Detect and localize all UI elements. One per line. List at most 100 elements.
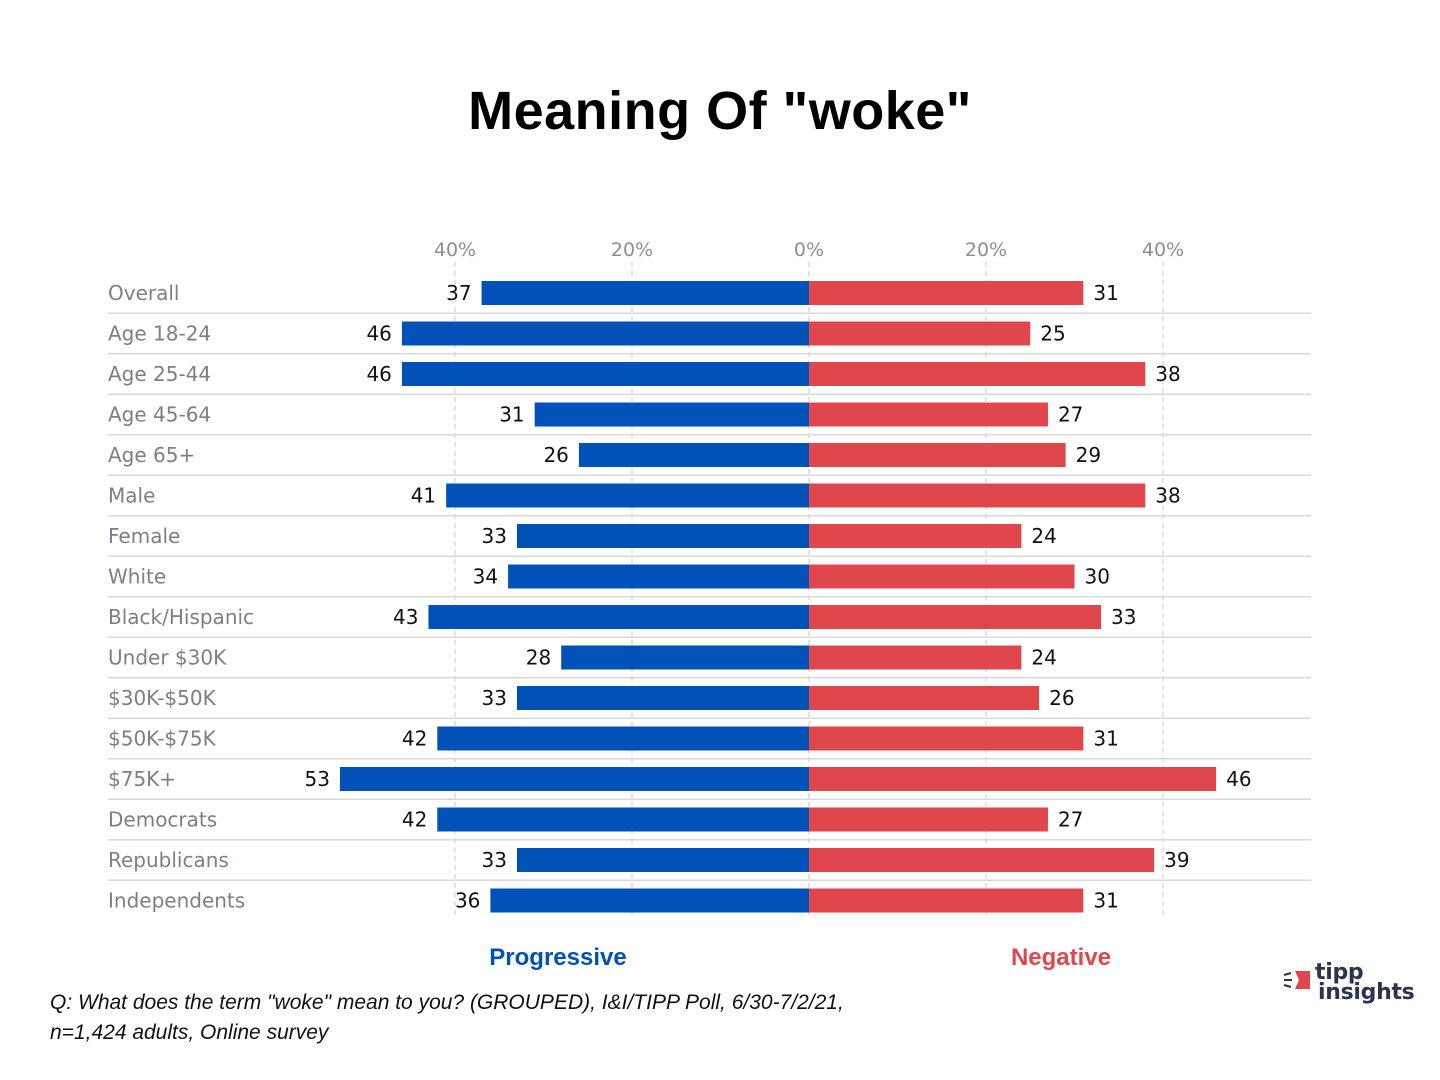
bar-progressive: [481, 281, 809, 305]
bar-progressive: [516, 848, 809, 872]
value-label-negative: 30: [1085, 565, 1110, 589]
tipp-insights-logo: tipp insights: [1283, 960, 1423, 1014]
value-label-negative: 27: [1058, 808, 1083, 832]
bar-progressive: [401, 321, 809, 346]
category-label: Age 45-64: [108, 403, 211, 427]
labels: Overall 37 31 Age 18-24 46 25 Age 25-44 46 38 Age…: [108, 281, 1252, 913]
category-label: Black/Hispanic: [108, 605, 254, 629]
category-label: Age 18-24: [108, 322, 211, 346]
logo-text-line-1: tipp: [1315, 960, 1364, 985]
bar-negative: [809, 726, 1084, 751]
category-label: Male: [108, 484, 155, 508]
logo-text: tipp insights: [1315, 960, 1415, 1005]
footnote-line-2: n=1,424 adults, Online survey: [50, 1021, 329, 1044]
bar-negative: [809, 645, 1022, 670]
bar-negative: [809, 888, 1084, 913]
bar-negative: [809, 321, 1031, 346]
bar-progressive: [401, 362, 809, 386]
bar-progressive: [534, 402, 809, 427]
value-label-progressive: 33: [481, 848, 506, 872]
value-label-negative: 24: [1031, 646, 1056, 670]
x-tick-label: 20%: [965, 239, 1007, 261]
value-label-progressive: 42: [402, 808, 427, 832]
footnote: Q: What does the term "woke" mean to you…: [50, 988, 1050, 1048]
value-label-negative: 38: [1155, 484, 1180, 508]
row-separators: [108, 312, 1311, 881]
category-label: $30K-$50K: [108, 686, 217, 710]
bar-progressive: [490, 888, 809, 913]
value-label-progressive: 46: [366, 322, 391, 346]
value-label-negative: 27: [1058, 403, 1083, 427]
category-label: Overall: [108, 281, 179, 305]
category-label: Age 65+: [108, 443, 195, 467]
chart-title: Meaning Of "woke": [468, 81, 972, 141]
value-label-negative: 24: [1031, 524, 1056, 548]
x-tick-label: 40%: [434, 239, 476, 261]
bar-negative: [809, 807, 1048, 832]
bar-negative: [809, 848, 1155, 872]
bar-negative: [809, 443, 1066, 467]
bar-negative: [809, 362, 1146, 386]
category-label: Under $30K: [108, 646, 227, 670]
category-label: Female: [108, 524, 180, 548]
bar-progressive: [508, 564, 809, 589]
value-label-negative: 31: [1093, 889, 1118, 913]
bar-negative: [809, 767, 1217, 791]
category-label: White: [108, 565, 166, 589]
value-label-negative: 33: [1111, 605, 1136, 629]
value-label-progressive: 46: [366, 362, 391, 386]
value-label-progressive: 37: [446, 281, 471, 305]
x-tick-label: 0%: [794, 239, 824, 261]
footnote-line-1: Q: What does the term "woke" mean to you…: [50, 991, 844, 1014]
value-label-negative: 38: [1155, 362, 1180, 386]
value-label-negative: 25: [1040, 322, 1065, 346]
value-label-progressive: 28: [526, 646, 551, 670]
value-label-progressive: 33: [481, 686, 506, 710]
bar-negative: [809, 281, 1084, 305]
legend-negative: Negative: [1011, 944, 1111, 971]
bar-progressive: [339, 767, 809, 791]
value-label-negative: 31: [1093, 281, 1118, 305]
value-label-progressive: 34: [473, 565, 498, 589]
bar-progressive: [437, 807, 809, 832]
value-label-progressive: 53: [304, 767, 329, 791]
bar-negative: [809, 686, 1040, 710]
value-label-negative: 31: [1093, 727, 1118, 751]
value-label-negative: 39: [1164, 848, 1189, 872]
logo-text-line-2: insights: [1318, 980, 1415, 1005]
legend-progressive: Progressive: [489, 944, 626, 971]
value-label-progressive: 36: [455, 889, 480, 913]
value-label-progressive: 43: [393, 605, 418, 629]
bar-negative: [809, 402, 1048, 427]
value-label-progressive: 42: [402, 727, 427, 751]
value-label-progressive: 26: [543, 443, 568, 467]
value-label-progressive: 31: [499, 403, 524, 427]
bar-progressive: [578, 443, 809, 467]
bar-progressive: [428, 605, 809, 629]
bar-progressive: [561, 645, 809, 670]
category-label: Democrats: [108, 808, 217, 832]
logo-flag-icon: [1283, 971, 1310, 989]
bar-negative: [809, 524, 1022, 548]
category-label: $50K-$75K: [108, 727, 217, 751]
value-label-negative: 26: [1049, 686, 1074, 710]
bar-progressive: [437, 726, 809, 751]
bar-negative: [809, 483, 1146, 508]
x-axis-ticks: 40% 20% 0% 20% 40%: [434, 239, 1184, 261]
category-label: Age 25-44: [108, 362, 211, 386]
value-label-progressive: 41: [411, 484, 436, 508]
bar-progressive: [516, 686, 809, 710]
bar-progressive: [516, 524, 809, 548]
legend: Progressive Negative: [489, 944, 1111, 971]
bar-negative: [809, 605, 1102, 629]
value-label-negative: 29: [1076, 443, 1101, 467]
value-label-progressive: 33: [481, 524, 506, 548]
x-tick-label: 20%: [611, 239, 653, 261]
category-label: $75K+: [108, 767, 176, 791]
bar-negative: [809, 564, 1075, 589]
value-label-negative: 46: [1226, 767, 1251, 791]
bar-progressive: [446, 483, 809, 508]
category-label: Independents: [108, 889, 245, 913]
bars: [339, 281, 1217, 913]
